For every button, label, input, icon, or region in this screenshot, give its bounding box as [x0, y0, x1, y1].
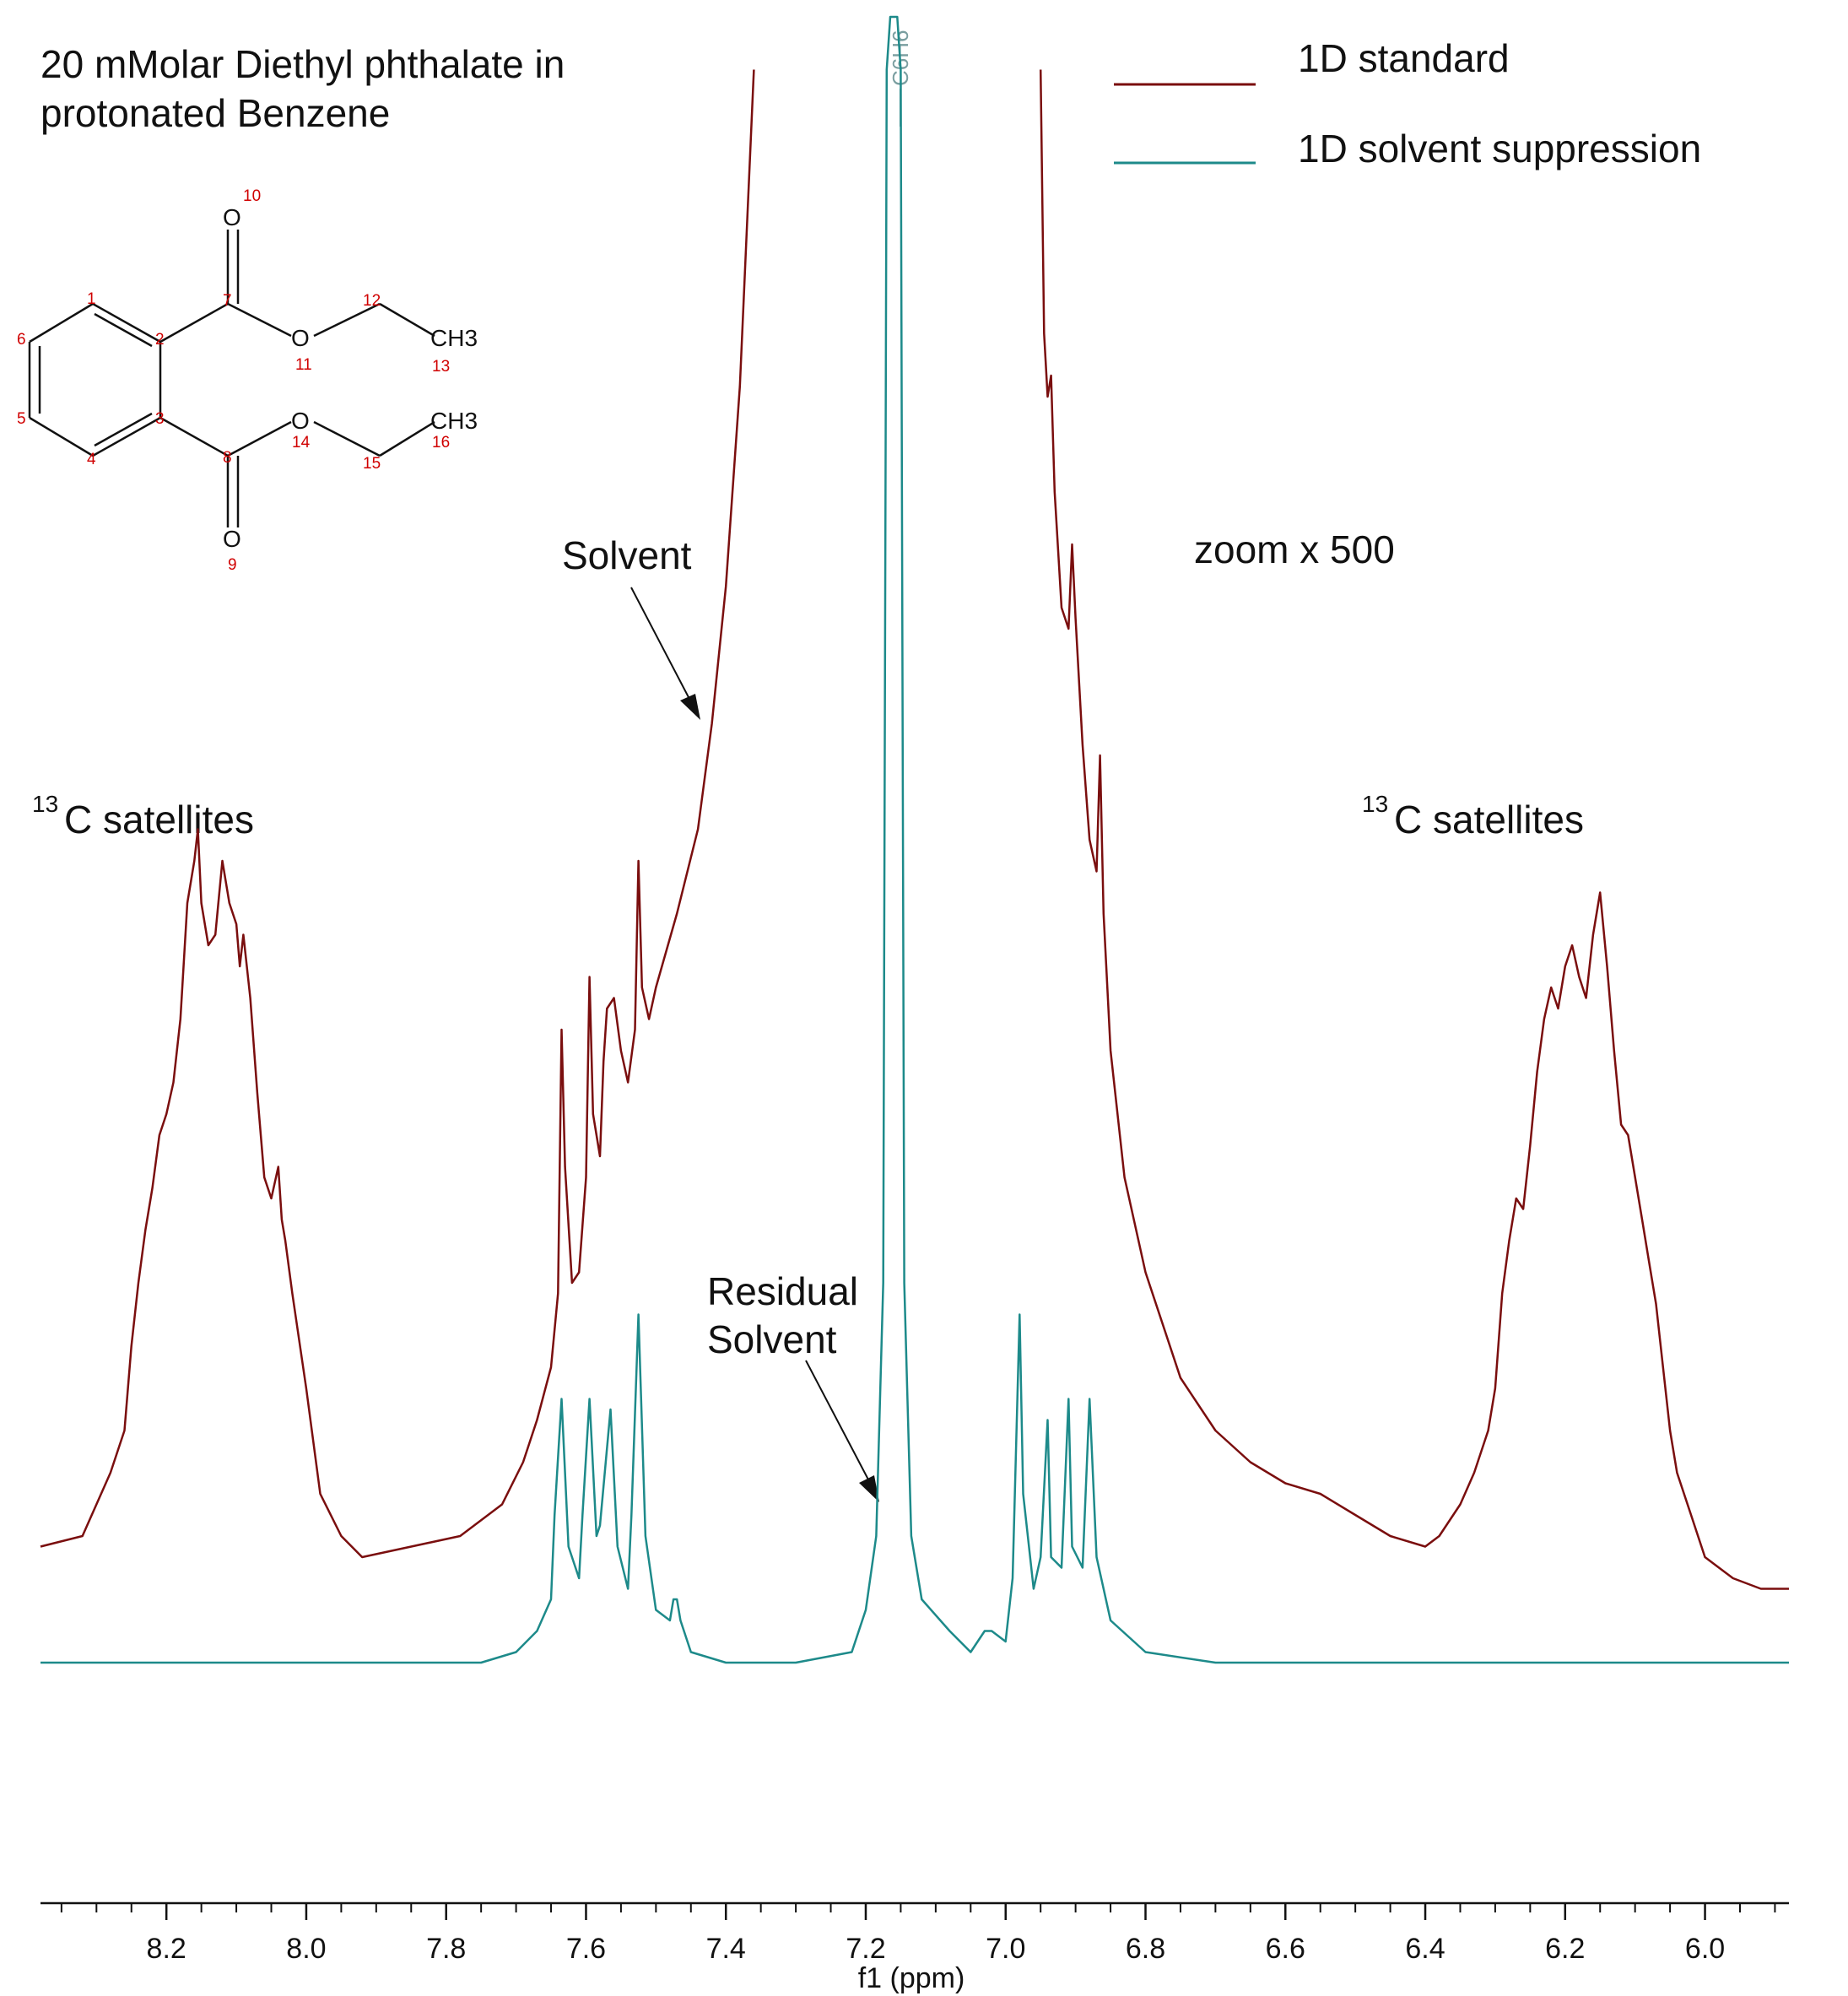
satellites-left-superscript: 13: [32, 791, 58, 817]
atom-o9: O: [223, 526, 241, 552]
atom-number: 15: [363, 455, 381, 473]
atom-number: 3: [155, 410, 165, 428]
x-tick-label: 7.2: [846, 1933, 885, 1965]
satellites-left-text: C satellites: [64, 798, 254, 841]
annotation-residual-line2: Solvent: [707, 1317, 837, 1361]
residual-arrow-line: [805, 1360, 870, 1482]
atom-number: 11: [295, 356, 312, 374]
atom-number: 5: [17, 410, 26, 428]
x-tick-label: 7.8: [426, 1933, 466, 1965]
atom-number: 8: [223, 449, 232, 467]
atom-number: 6: [17, 331, 26, 349]
x-tick-label: 6.6: [1266, 1933, 1305, 1965]
annotation-solvent: Solvent: [562, 533, 692, 577]
annotation-satellites-right: 13 C satellites: [1362, 791, 1584, 841]
satellites-right-superscript: 13: [1362, 791, 1388, 817]
x-tick-label: 6.0: [1685, 1933, 1725, 1965]
atom-number: 12: [363, 292, 381, 310]
x-tick-label: 8.0: [286, 1933, 326, 1965]
x-tick-label: 6.4: [1405, 1933, 1445, 1965]
x-axis-label: f1 (ppm): [858, 1962, 965, 1994]
satellites-right-text: C satellites: [1394, 798, 1584, 841]
x-tick-label: 8.2: [147, 1933, 186, 1965]
legend-label-suppression: 1D solvent suppression: [1298, 127, 1701, 170]
solvent-arrowhead: [680, 694, 700, 720]
atom-number: 9: [228, 556, 237, 574]
legend-label-standard: 1D standard: [1298, 36, 1510, 80]
solvent-arrow-line: [630, 587, 691, 701]
figure-title-line2: protonated Benzene: [41, 91, 390, 135]
atom-number: 16: [432, 434, 450, 452]
series-line-suppression: [41, 15, 1789, 1664]
molecule-atoms: O O O O CH3 CH3: [223, 204, 478, 552]
atom-ch3-16: CH3: [430, 408, 478, 434]
annotation-zoom: zoom x 500: [1194, 527, 1395, 571]
x-tick-label: 6.2: [1545, 1933, 1585, 1965]
atom-o10: O: [223, 204, 241, 230]
x-tick-label: 7.0: [986, 1933, 1025, 1965]
atom-number: 14: [292, 434, 311, 452]
spectrum-plot: [40, 15, 1789, 1664]
x-tick-label: 7.4: [706, 1933, 746, 1965]
molecule-structure: [28, 230, 435, 527]
x-tick-label: 6.8: [1126, 1933, 1165, 1965]
annotation-residual-line1: Residual: [707, 1269, 858, 1313]
figure-title: 20 mMolar Diethyl phthalate in: [41, 42, 565, 86]
atom-o14: O: [291, 408, 310, 434]
series-line-standard: [40, 69, 755, 1559]
x-tick-label: 7.6: [566, 1933, 606, 1965]
atom-number: 7: [223, 292, 232, 310]
atom-o11: O: [291, 325, 310, 351]
atom-number: 2: [155, 331, 165, 349]
series-line-standard: [1039, 69, 1789, 1590]
atom-number: 4: [87, 451, 96, 468]
annotation-satellites-left: 13 C satellites: [32, 791, 254, 841]
atom-ch3-13: CH3: [430, 325, 478, 351]
legend: 1D standard 1D solvent suppression: [1114, 36, 1701, 170]
residual-arrowhead: [859, 1475, 879, 1502]
atom-number: 10: [243, 187, 261, 205]
x-axis: 8.2 8.0 7.8 7.6 7.4 7.2 7.0 6.8 6.6 6.4 6.2 6.0: [41, 1901, 1789, 1965]
atom-number: 13: [432, 358, 450, 376]
atom-numbers: 1 2 3 4 5 6 7 8 9 10 11 12 13 14 15 16: [17, 187, 450, 574]
atom-number: 1: [87, 290, 96, 308]
